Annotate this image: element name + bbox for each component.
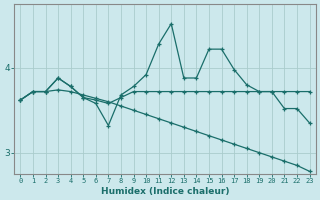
X-axis label: Humidex (Indice chaleur): Humidex (Indice chaleur) <box>101 187 229 196</box>
